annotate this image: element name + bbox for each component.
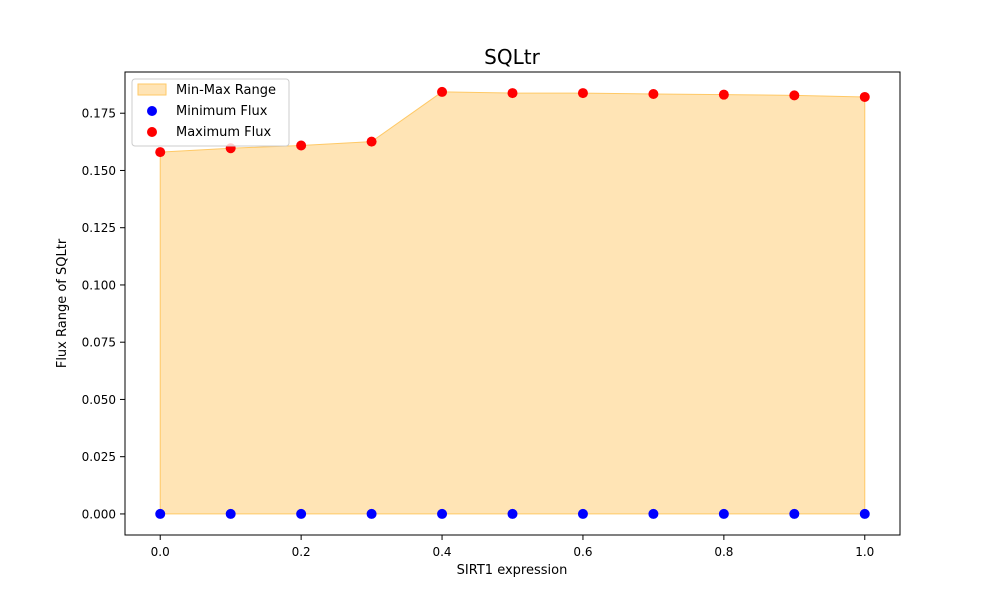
y-tick-label: 0.100 bbox=[82, 278, 116, 292]
x-tick-label: 0.4 bbox=[432, 545, 451, 559]
minimum-flux-point bbox=[507, 508, 518, 519]
x-axis-label: SIRT1 expression bbox=[457, 563, 568, 578]
y-tick-label: 0.050 bbox=[82, 393, 116, 407]
maximum-flux-point bbox=[718, 89, 729, 100]
legend: Min-Max Range Minimum Flux Maximum Flux bbox=[131, 78, 290, 147]
y-tick-label: 0.125 bbox=[82, 221, 116, 235]
minimum-flux-point bbox=[155, 508, 166, 519]
legend-marker-maximum-flux bbox=[147, 127, 157, 137]
legend-marker-minimum-flux bbox=[147, 106, 157, 116]
maximum-flux-point bbox=[507, 88, 518, 99]
maximum-flux-point bbox=[296, 140, 307, 151]
minimum-flux-point bbox=[789, 508, 800, 519]
minimum-flux-point bbox=[577, 508, 588, 519]
y-tick-label: 0.000 bbox=[82, 507, 116, 521]
minimum-flux-point bbox=[718, 508, 729, 519]
legend-label-min-max-range: Min-Max Range bbox=[176, 83, 276, 98]
minimum-flux-point bbox=[648, 508, 659, 519]
maximum-flux-point bbox=[437, 86, 448, 97]
maximum-flux-point bbox=[789, 90, 800, 101]
legend-label-minimum-flux: Minimum Flux bbox=[176, 104, 268, 119]
x-tick-label: 0.0 bbox=[151, 545, 170, 559]
maximum-flux-point bbox=[366, 136, 377, 147]
min-max-range-area bbox=[159, 91, 866, 515]
legend-swatch-min-max-range bbox=[137, 83, 167, 96]
legend-label-maximum-flux: Maximum Flux bbox=[176, 125, 272, 140]
x-tick-label: 0.2 bbox=[292, 545, 311, 559]
x-tick-label: 0.6 bbox=[573, 545, 592, 559]
x-tick-label: 0.8 bbox=[714, 545, 733, 559]
x-tick-label: 1.0 bbox=[855, 545, 874, 559]
minimum-flux-point bbox=[225, 508, 236, 519]
legend-box bbox=[131, 78, 290, 147]
chart-title: SQLtr bbox=[484, 45, 540, 69]
minimum-flux-point bbox=[437, 508, 448, 519]
maximum-flux-point bbox=[648, 88, 659, 99]
maximum-flux-point bbox=[155, 147, 166, 158]
minimum-flux-point bbox=[366, 508, 377, 519]
minimum-flux-point bbox=[296, 508, 307, 519]
y-tick-label: 0.025 bbox=[82, 450, 116, 464]
plot-frame bbox=[124, 71, 901, 536]
y-axis-label: Flux Range of SQLtr bbox=[55, 238, 70, 368]
maximum-flux-point bbox=[859, 91, 870, 102]
maximum-flux-point bbox=[577, 88, 588, 99]
y-tick-label: 0.075 bbox=[82, 336, 116, 350]
minimum-flux-point bbox=[859, 508, 870, 519]
y-tick-label: 0.175 bbox=[82, 107, 116, 121]
y-tick-label: 0.150 bbox=[82, 164, 116, 178]
